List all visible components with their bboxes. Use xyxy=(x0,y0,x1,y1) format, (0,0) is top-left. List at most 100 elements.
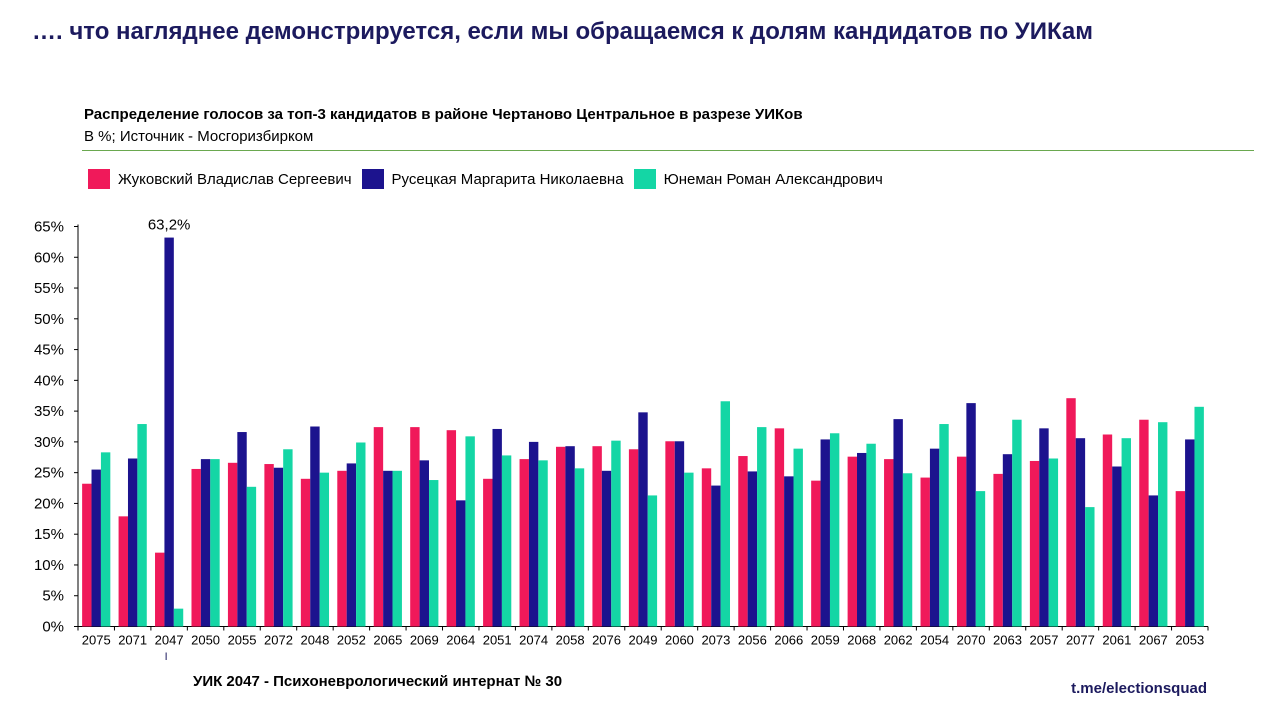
bar-2075-series-1 xyxy=(91,469,101,627)
chart-title: Распределение голосов за топ-3 кандидато… xyxy=(84,106,803,123)
y-tick-label: 25% xyxy=(34,465,64,482)
bar-2057-series-0 xyxy=(1029,460,1040,627)
bar-2061-series-2 xyxy=(1121,438,1131,627)
bar-2068-series-2 xyxy=(866,443,876,627)
bar-chart: 0% 5% 10% 15% 20% 25% 30% 35% 40% 45% 50% 55% 60% 65%… xyxy=(34,217,1209,660)
x-tick-label-2058: 2058 xyxy=(556,633,585,648)
bar-2073-series-0 xyxy=(701,468,712,627)
bar-2063-series-1 xyxy=(1002,454,1013,627)
bar-2052-series-2 xyxy=(356,442,366,627)
bar-2066-series-1 xyxy=(784,476,794,627)
chart-subtitle: В %; Источник - Мосгоризбирком xyxy=(84,128,314,145)
bar-2072-series-1 xyxy=(273,467,284,627)
bar-2070-series-1 xyxy=(966,403,976,627)
bar-2069-series-1 xyxy=(419,460,429,627)
x-tick-label-2061: 2061 xyxy=(1102,633,1131,648)
x-tick-label-2051: 2051 xyxy=(483,633,512,648)
bar-2053-series-1 xyxy=(1185,439,1195,627)
bar-2074-series-0 xyxy=(519,459,529,627)
x-tick-label-2074: 2074 xyxy=(519,633,548,648)
x-tick-label-2053: 2053 xyxy=(1175,633,1204,648)
bar-2069-series-0 xyxy=(410,427,420,627)
bar-2062-series-2 xyxy=(902,473,913,627)
bar-2061-series-0 xyxy=(1102,434,1113,627)
bar-2064-series-0 xyxy=(446,430,457,627)
bar-2063-series-2 xyxy=(1012,419,1022,627)
bar-2067-series-0 xyxy=(1139,419,1149,627)
x-tick-label-2064: 2064 xyxy=(446,633,475,648)
bar-2055-series-0 xyxy=(227,462,238,627)
bar-2062-series-0 xyxy=(884,459,894,627)
bar-2063-series-0 xyxy=(993,473,1003,627)
y-tick-label: 20% xyxy=(34,495,64,512)
bar-2051-series-1 xyxy=(492,428,502,627)
title-divider xyxy=(82,150,1254,151)
bar-2069-series-2 xyxy=(428,480,439,627)
legend-item-rusetskaya: Русецкая Маргарита Николаевна xyxy=(361,169,624,189)
bar-2065-series-0 xyxy=(373,427,384,627)
bar-2064-series-1 xyxy=(456,500,466,627)
legend-label-zhukovsky: Жуковский Владислав Сергеевич xyxy=(118,170,352,188)
bar-2053-series-2 xyxy=(1194,406,1204,627)
bar-2070-series-2 xyxy=(975,491,986,627)
bar-2058-series-0 xyxy=(555,446,566,627)
x-tick-label-2077: 2077 xyxy=(1066,633,1095,648)
bar-2067-series-2 xyxy=(1158,422,1168,627)
legend-swatch-zhukovsky xyxy=(88,169,110,189)
x-tick-label-2062: 2062 xyxy=(884,633,913,648)
bar-2075-series-0 xyxy=(82,483,92,627)
y-tick-label: 55% xyxy=(34,280,64,297)
footnote-callout-line xyxy=(165,652,167,660)
x-tick-label-2050: 2050 xyxy=(191,633,220,648)
bar-2050-series-0 xyxy=(191,468,201,627)
bar-2054-series-2 xyxy=(939,424,949,627)
x-tick-label-2065: 2065 xyxy=(373,633,402,648)
x-tick-label-2054: 2054 xyxy=(920,633,949,648)
bar-2047-series-2 xyxy=(173,608,184,627)
bar-2059-series-0 xyxy=(811,480,821,627)
data-label-2047: 63,2% xyxy=(148,217,191,234)
bar-2060-series-0 xyxy=(665,441,675,627)
x-tick-label-2067: 2067 xyxy=(1139,633,1168,648)
y-tick-label: 35% xyxy=(34,403,64,420)
legend-item-yuneman: Юнеман Роман Александрович xyxy=(633,169,883,189)
bar-2071-series-0 xyxy=(118,516,128,627)
y-tick-label: 65% xyxy=(34,219,64,236)
legend-item-zhukovsky: Жуковский Владислав Сергеевич xyxy=(88,169,352,189)
bar-2048-series-2 xyxy=(319,472,330,627)
bar-2068-series-1 xyxy=(857,452,867,627)
x-tick-label-2072: 2072 xyxy=(264,633,293,648)
bar-2055-series-1 xyxy=(237,432,247,627)
x-tick-label-2069: 2069 xyxy=(410,633,439,648)
x-tick-label-2056: 2056 xyxy=(738,633,767,648)
bar-2051-series-2 xyxy=(501,455,512,627)
bar-2050-series-2 xyxy=(210,459,220,627)
bar-2059-series-2 xyxy=(829,433,840,627)
bar-2075-series-2 xyxy=(100,452,111,627)
bar-2049-series-1 xyxy=(638,412,648,627)
bar-2064-series-2 xyxy=(465,436,475,627)
page-headline: …. что нагляднее демонстрируется, если м… xyxy=(32,18,1094,45)
bar-2047-series-1 xyxy=(164,237,174,627)
bar-2056-series-1 xyxy=(747,471,758,627)
bar-2052-series-1 xyxy=(346,463,357,627)
bar-2060-series-1 xyxy=(674,441,685,627)
bar-2053-series-0 xyxy=(1175,491,1186,627)
bar-2070-series-0 xyxy=(956,456,967,627)
source-link[interactable]: t.me/electionsquad xyxy=(1071,680,1207,697)
bar-2073-series-2 xyxy=(720,401,731,627)
x-tick-label-2059: 2059 xyxy=(811,633,840,648)
legend-label-yuneman: Юнеман Роман Александрович xyxy=(663,170,883,188)
bar-2058-series-1 xyxy=(565,446,575,627)
bar-2074-series-1 xyxy=(528,441,539,627)
bar-2050-series-1 xyxy=(200,459,211,627)
chart-legend: Жуковский Владислав Сергеевич Русецкая М… xyxy=(88,168,893,190)
x-tick-label-2071: 2071 xyxy=(118,633,147,648)
bar-2052-series-0 xyxy=(337,470,347,627)
bar-2062-series-1 xyxy=(893,419,903,627)
y-tick-label: 5% xyxy=(42,588,64,605)
y-tick-label: 30% xyxy=(34,434,64,451)
bar-2071-series-2 xyxy=(137,424,147,627)
bar-2077-series-0 xyxy=(1066,398,1076,627)
bar-2076-series-2 xyxy=(611,440,621,627)
